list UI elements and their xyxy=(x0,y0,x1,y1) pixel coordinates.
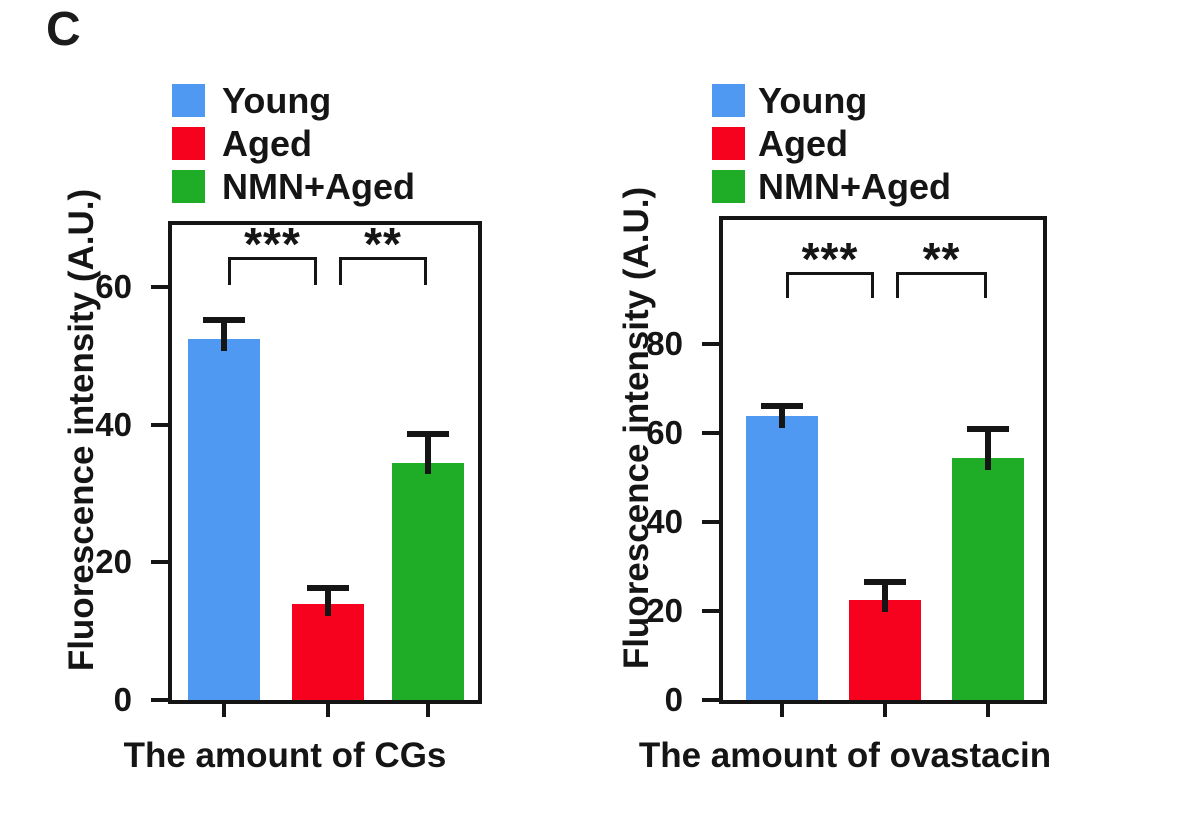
error-bar-cap-young xyxy=(203,316,245,323)
ytick-label-0: 0 xyxy=(664,681,683,718)
error-bar-stem-aged xyxy=(882,580,888,612)
chart-title: The amount of CGs xyxy=(123,736,447,775)
error-bar-stem-young xyxy=(221,317,227,351)
ytick-label-60: 60 xyxy=(95,267,132,305)
ytick-label-40: 40 xyxy=(95,405,132,443)
xtick-mark-aged xyxy=(326,704,330,717)
bar-nmn-aged xyxy=(952,457,1024,700)
chart-frame xyxy=(168,221,482,704)
chart-frame xyxy=(719,216,1047,704)
ytick-mark-20 xyxy=(702,609,719,614)
y-axis-label: Fluorescence intensity (A.U.) xyxy=(617,186,656,670)
sig-bracket-right-arm-1 xyxy=(314,257,317,285)
legend-label-nmn-aged: NMN+Aged xyxy=(222,166,416,207)
sig-bracket-left-arm-1 xyxy=(228,257,231,285)
bar-nmn-aged xyxy=(392,462,464,700)
error-bar-cap-nmn-aged xyxy=(407,430,449,437)
ytick-mark-40 xyxy=(151,422,168,427)
ytick-label-0: 0 xyxy=(113,681,132,718)
ytick-label-20: 20 xyxy=(95,543,132,581)
legend-swatch-aged xyxy=(172,127,205,160)
chart-title: The amount of ovastacin xyxy=(638,736,1052,775)
sig-bracket-left-arm-2 xyxy=(896,272,899,298)
error-bar-stem-nmn-aged xyxy=(985,426,991,470)
sig-bracket-left-arm-1 xyxy=(786,272,789,298)
sig-bracket-right-arm-2 xyxy=(984,272,987,298)
sig-bracket-right-arm-2 xyxy=(424,257,427,285)
legend-swatch-aged xyxy=(712,127,745,160)
ytick-label-20: 20 xyxy=(646,592,683,630)
sig-bracket-line-1 xyxy=(228,257,317,260)
error-bar-cap-young xyxy=(761,403,803,410)
error-bar-cap-aged xyxy=(307,585,349,592)
xtick-mark-nmn-aged xyxy=(426,704,430,717)
xtick-mark-aged xyxy=(883,704,887,717)
ytick-label-60: 60 xyxy=(646,414,683,452)
sig-label-2: ** xyxy=(364,218,402,270)
ytick-mark-60 xyxy=(151,284,168,289)
sig-bracket-line-2 xyxy=(339,257,427,260)
bar-young xyxy=(188,338,260,700)
error-bar-cap-aged xyxy=(864,579,906,585)
legend-label-aged: Aged xyxy=(222,123,312,164)
legend-label-nmn-aged: NMN+Aged xyxy=(758,166,952,207)
ytick-mark-60 xyxy=(702,431,719,436)
legend-swatch-young xyxy=(172,84,205,117)
bar-young xyxy=(746,415,818,700)
ytick-mark-80 xyxy=(702,342,719,347)
sig-bracket-left-arm-2 xyxy=(339,257,342,285)
error-bar-cap-nmn-aged xyxy=(967,425,1009,432)
legend-swatch-nmn-aged xyxy=(712,170,745,203)
xtick-mark-nmn-aged xyxy=(986,704,990,717)
sig-bracket-line-1 xyxy=(786,272,874,275)
ytick-label-40: 40 xyxy=(646,503,683,541)
error-bar-stem-young xyxy=(779,404,785,428)
legend-swatch-nmn-aged xyxy=(172,170,205,203)
sig-bracket-right-arm-1 xyxy=(871,272,874,298)
error-bar-stem-nmn-aged xyxy=(425,431,431,475)
ytick-label-80: 80 xyxy=(646,325,683,363)
y-axis-label: Fluorescence intensity (A.U.) xyxy=(62,188,101,672)
legend-label-aged: Aged xyxy=(758,123,848,164)
ytick-mark-40 xyxy=(702,520,719,525)
legend-label-young: Young xyxy=(758,80,868,121)
error-bar-stem-aged xyxy=(325,586,331,616)
bar-aged xyxy=(849,600,921,700)
legend-swatch-young xyxy=(712,84,745,117)
xtick-mark-young xyxy=(780,704,784,717)
ytick-mark-0 xyxy=(151,698,168,702)
ytick-mark-0 xyxy=(702,698,719,702)
sig-label-1: *** xyxy=(801,233,859,285)
xtick-mark-young xyxy=(222,704,226,717)
sig-label-2: ** xyxy=(922,233,961,285)
panel-label: C xyxy=(46,3,81,56)
sig-label-1: *** xyxy=(244,218,301,270)
ytick-mark-20 xyxy=(151,560,168,565)
sig-bracket-line-2 xyxy=(896,272,987,275)
bar-aged xyxy=(292,603,364,700)
legend-label-young: Young xyxy=(222,80,332,121)
